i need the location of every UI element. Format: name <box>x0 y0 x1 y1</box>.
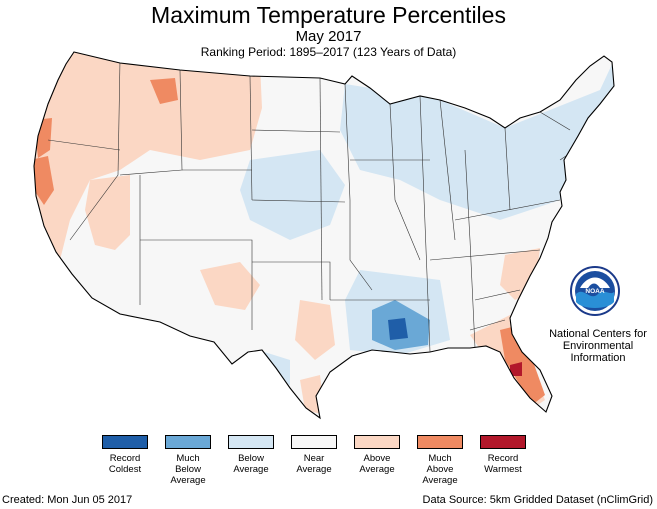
much-above-florida <box>500 325 545 405</box>
agency-name-line3: Information <box>570 352 626 364</box>
ranking-period: Ranking Period: 1895–2017 (123 Years of … <box>200 45 457 59</box>
map-title: Maximum Temperature Percentiles <box>151 2 506 28</box>
much-above-montana <box>150 78 178 104</box>
below-average-plains <box>240 150 345 240</box>
created-date: Created: Mon Jun 05 2017 <box>2 494 133 506</box>
record-warmest-florida <box>510 362 522 376</box>
agency-name-line1: National Centers for <box>549 328 647 340</box>
map-subtitle: May 2017 <box>295 28 362 45</box>
agency-name: National Centers for Environmental Infor… <box>548 328 648 364</box>
header: Maximum Temperature Percentiles May 2017… <box>0 0 657 60</box>
percentile-shading <box>34 52 614 415</box>
agency-name-line2: Environmental <box>562 340 634 352</box>
below-average-northeast-midwest <box>340 60 614 220</box>
above-average-new-mexico <box>200 262 260 310</box>
above-average-west-texas <box>295 300 335 360</box>
above-average-west <box>34 52 262 300</box>
noaa-logo-text: NOAA <box>585 288 604 295</box>
above-average-nevada <box>85 175 130 250</box>
data-source: Data Source: 5km Gridded Dataset (nClimG… <box>422 494 653 506</box>
noaa-logo-icon: NOAA <box>570 266 620 316</box>
state-boundaries <box>47 59 591 353</box>
record-coldest-louisiana <box>388 318 408 340</box>
